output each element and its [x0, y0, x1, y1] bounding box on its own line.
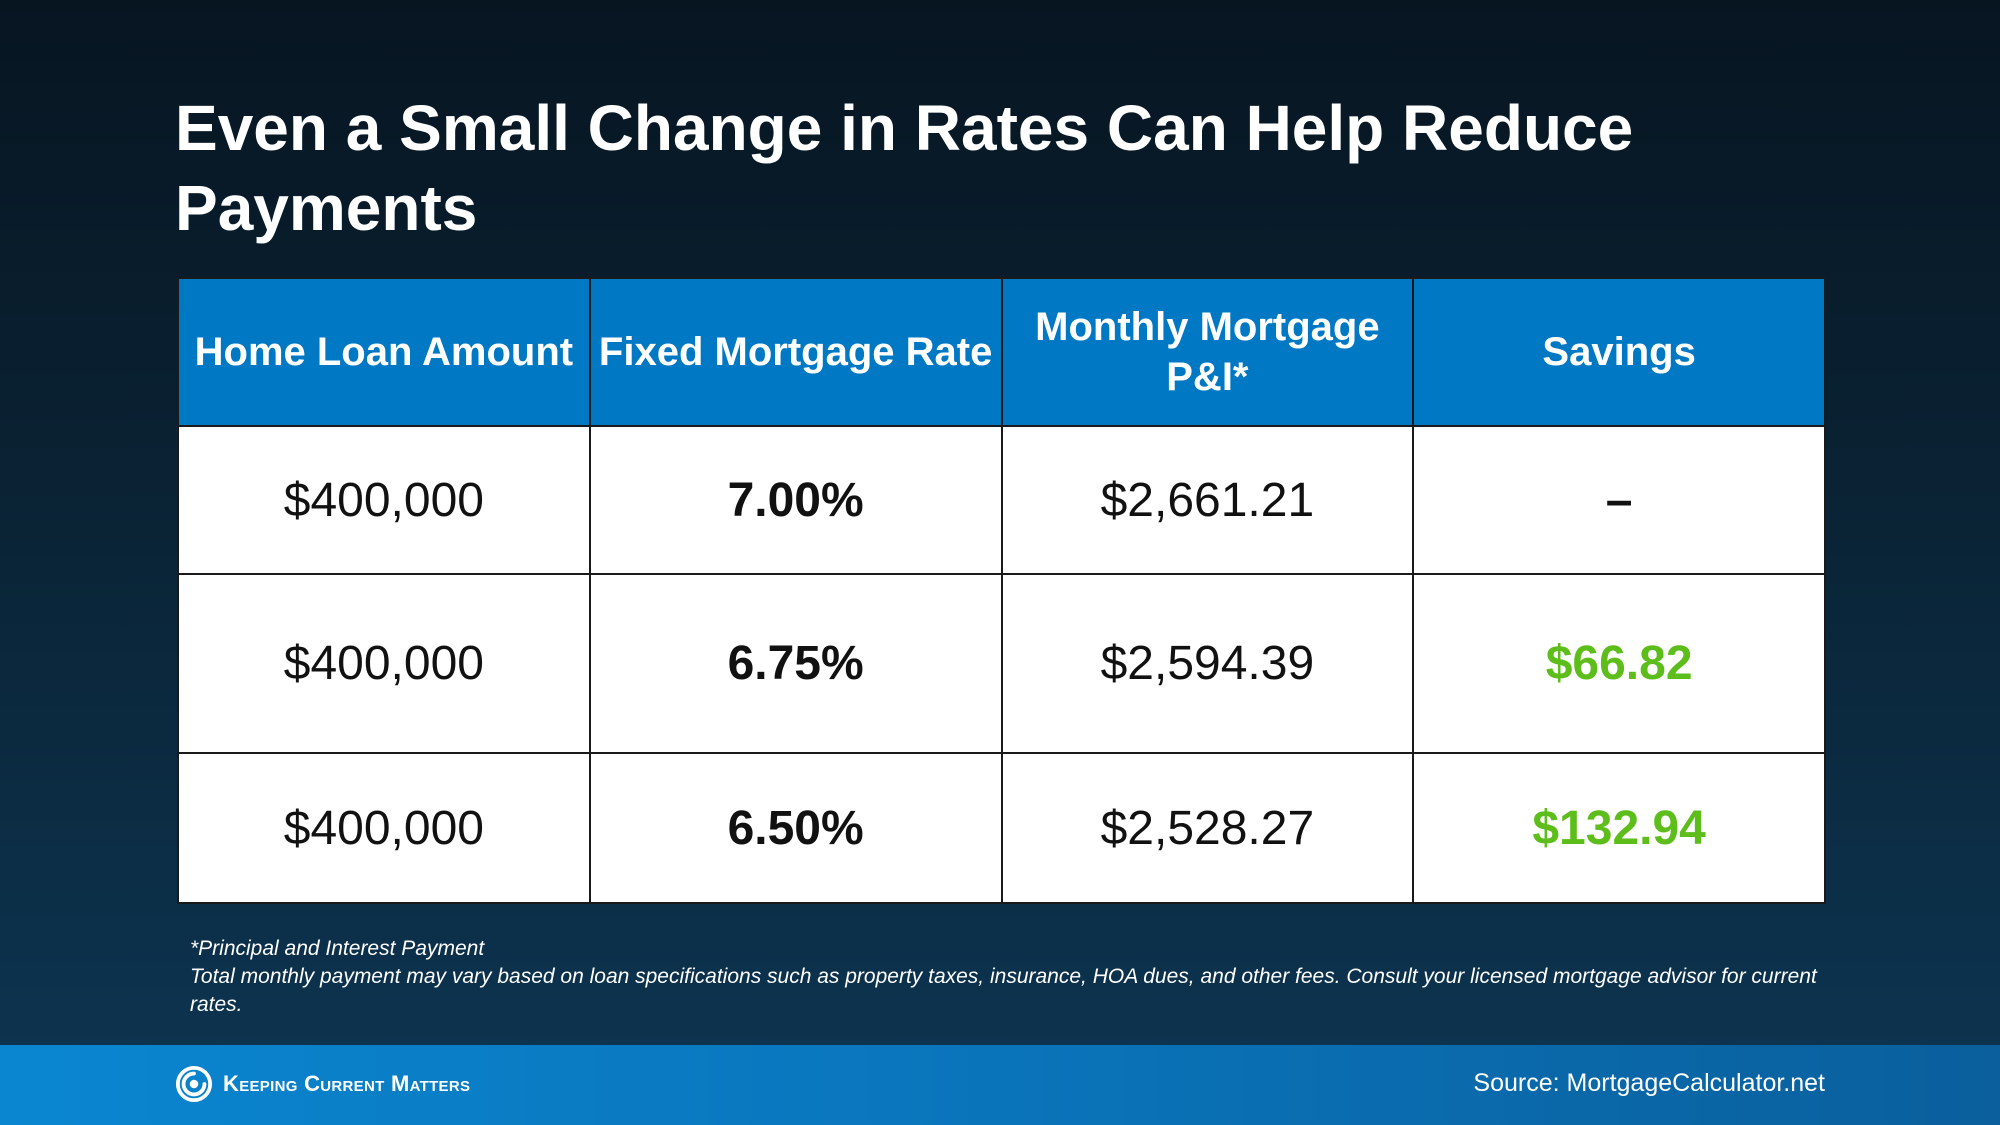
- footnote-asterisk-note: *Principal and Interest Payment: [190, 937, 485, 960]
- kcm-swirl-icon: [175, 1065, 213, 1103]
- loan-amount-cell: $400,000: [177, 425, 591, 575]
- savings-cell: –: [1412, 425, 1826, 575]
- table-row: $400,000 6.75% $2,594.39 $66.82: [177, 573, 1826, 754]
- payment-cell: $2,528.27: [1000, 752, 1415, 904]
- rates-table: Home Loan Amount Fixed Mortgage Rate Mon…: [177, 277, 1826, 904]
- brand-logo: Keeping Current Matters: [175, 1065, 470, 1103]
- footnote: *Principal and Interest Payment Total mo…: [190, 935, 1850, 1019]
- table-row: $400,000 6.50% $2,528.27 $132.94: [177, 752, 1826, 904]
- rates-table-container: Home Loan Amount Fixed Mortgage Rate Mon…: [177, 277, 1826, 904]
- source-credit: Source: MortgageCalculator.net: [1473, 1069, 1825, 1097]
- footnote-disclaimer: Total monthly payment may vary based on …: [190, 965, 1817, 1016]
- header-home-loan-amount: Home Loan Amount: [177, 277, 591, 427]
- rate-cell: 6.50%: [588, 752, 1003, 904]
- header-monthly-payment: Monthly Mortgage P&I*: [1000, 277, 1415, 427]
- table-row: $400,000 7.00% $2,661.21 –: [177, 425, 1826, 575]
- payment-cell: $2,661.21: [1000, 425, 1415, 575]
- header-savings: Savings: [1412, 277, 1826, 427]
- brand-name: Keeping Current Matters: [223, 1071, 471, 1096]
- savings-cell: $132.94: [1412, 752, 1826, 904]
- rate-cell: 6.75%: [588, 573, 1003, 754]
- footer-bar: Keeping Current Matters Source: Mortgage…: [0, 1045, 2000, 1125]
- header-fixed-mortgage-rate: Fixed Mortgage Rate: [588, 277, 1003, 427]
- payment-cell: $2,594.39: [1000, 573, 1415, 754]
- savings-cell: $66.82: [1412, 573, 1826, 754]
- loan-amount-cell: $400,000: [177, 752, 591, 904]
- page-title: Even a Small Change in Rates Can Help Re…: [175, 92, 1634, 244]
- table-header-row: Home Loan Amount Fixed Mortgage Rate Mon…: [177, 277, 1826, 427]
- rate-cell: 7.00%: [588, 425, 1003, 575]
- loan-amount-cell: $400,000: [177, 573, 591, 754]
